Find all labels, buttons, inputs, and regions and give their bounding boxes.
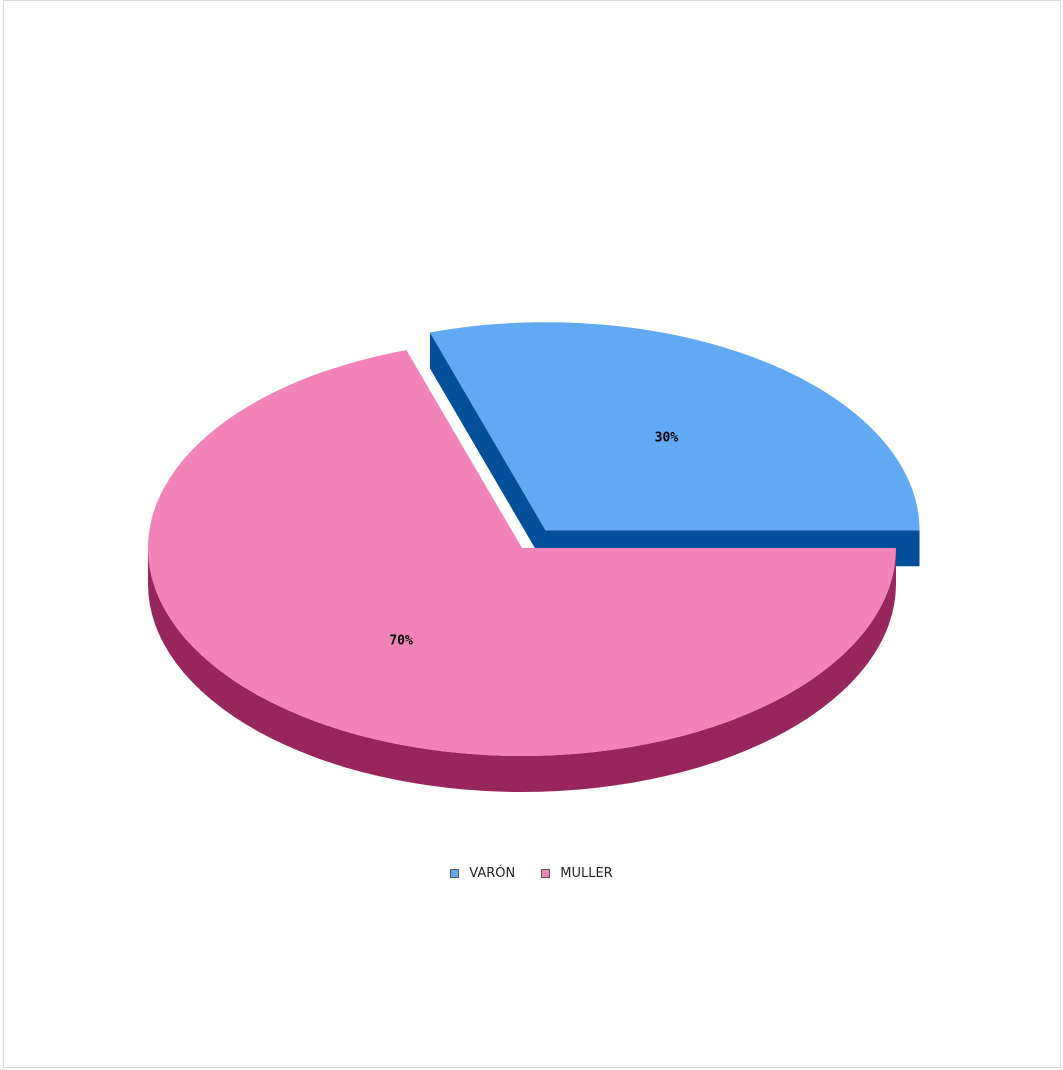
- slice-face-var-n[interactable]: [429, 332, 546, 567]
- slice-label-muller: 70%: [389, 634, 413, 649]
- legend-swatch-muller: [541, 868, 551, 878]
- pie-slices: [148, 322, 920, 792]
- legend-label-varon: VARÓN: [469, 865, 516, 881]
- slice-top-var-n[interactable]: [429, 322, 920, 531]
- legend-item-varon[interactable]: VARÓN: [450, 866, 515, 881]
- slice-wall-muller[interactable]: [148, 548, 896, 792]
- legend-swatch-varon: [450, 868, 460, 878]
- legend-item-muller[interactable]: MULLER: [541, 865, 613, 881]
- pie-slice-muller[interactable]: [148, 350, 896, 792]
- slice-top-muller[interactable]: [148, 350, 896, 756]
- slice-label-var-n: 30%: [655, 431, 679, 446]
- legend-label-muller: MULLER: [560, 865, 613, 881]
- pie-labels: 30% 70%: [389, 431, 678, 649]
- legend: VARÓN MULLER: [0, 862, 1063, 884]
